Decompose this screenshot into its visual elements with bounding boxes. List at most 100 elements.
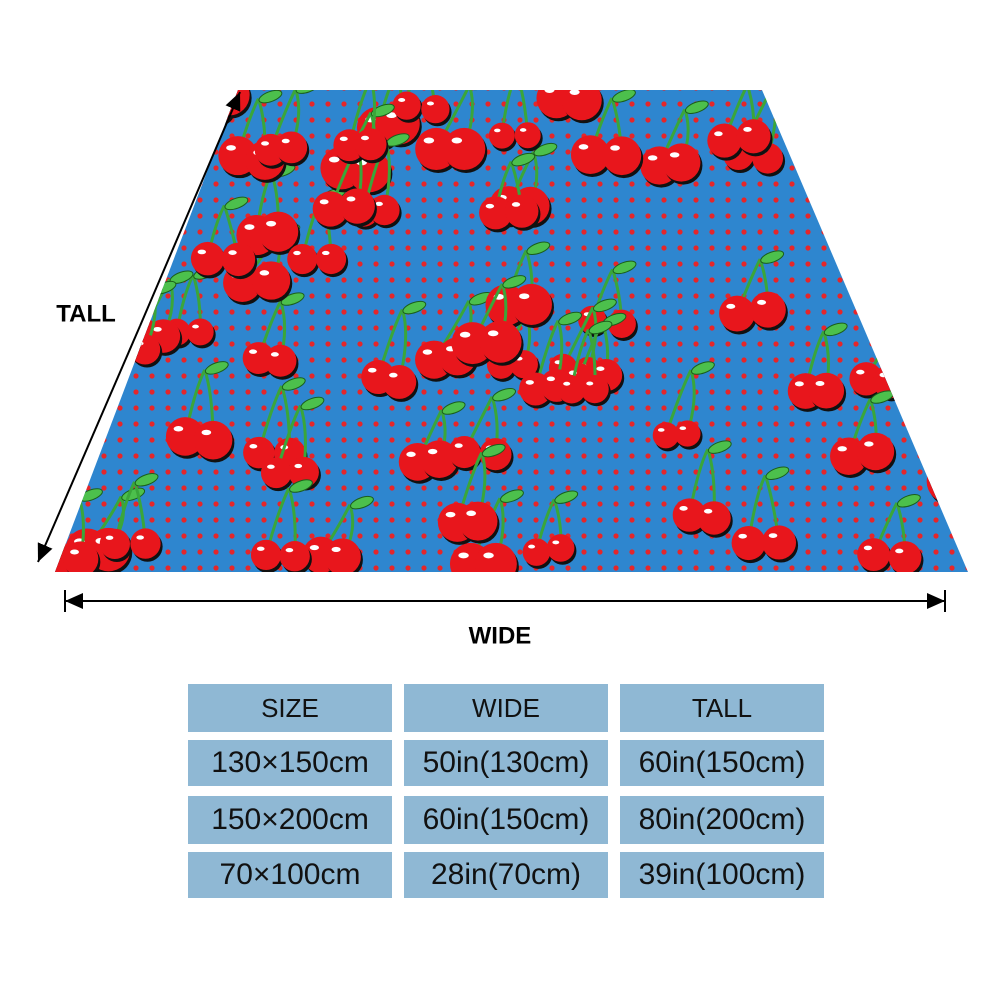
cherry-shine: [138, 279, 146, 284]
cherry: [55, 166, 75, 199]
cherry: [279, 541, 310, 572]
cherry-leaf: [350, 495, 374, 510]
cherry-shine: [331, 546, 341, 552]
cherry-stem: [946, 412, 968, 482]
cherry-leaf: [295, 90, 320, 94]
cherry: [55, 291, 60, 331]
cherry-shine: [293, 250, 301, 256]
cherry-shine: [261, 141, 270, 146]
cherry: [144, 122, 177, 154]
cherry-shine: [916, 90, 925, 91]
cherry-shine: [466, 510, 477, 517]
table-cell: 28in(70cm): [404, 852, 608, 898]
cherry-leaf: [896, 494, 921, 508]
cherry-shine: [130, 324, 140, 329]
cherry: [55, 370, 87, 405]
cherry-leaf: [612, 90, 636, 103]
cherry-shine: [552, 540, 560, 545]
cherry-shine: [458, 552, 469, 559]
cherry-shine: [267, 464, 275, 469]
cherry-leaf: [526, 241, 551, 256]
cherry-shine: [185, 80, 195, 86]
cherry: [719, 295, 756, 332]
cherry-leaf: [593, 298, 617, 313]
cherry: [184, 94, 213, 123]
cherry-shine: [55, 550, 59, 556]
cherry-shine: [192, 324, 199, 329]
cherry-shine: [768, 533, 778, 539]
cherry: [55, 163, 73, 196]
cherry: [926, 459, 968, 503]
cherry-shine: [483, 552, 494, 559]
cherry-leaf: [691, 361, 715, 375]
cherry-shine: [586, 381, 594, 386]
cherry: [73, 159, 105, 191]
cherry-stem: [898, 304, 931, 361]
cherry: [937, 346, 968, 384]
cherry-leaf: [156, 96, 181, 111]
cherry: [63, 541, 99, 572]
cherry-leaf: [707, 440, 732, 454]
cherry: [736, 119, 771, 154]
cherry-leaf: [441, 401, 466, 415]
cherry-shine: [451, 137, 463, 144]
cherry: [324, 538, 361, 572]
cherry-shine: [426, 101, 434, 106]
cherry-leaf: [204, 361, 229, 375]
cherry-shine: [115, 336, 124, 341]
cherry-shine: [368, 367, 377, 373]
cherry-shine: [445, 511, 456, 518]
cherry-shine: [864, 441, 874, 447]
cherry-shine: [525, 380, 534, 385]
cherry-stem: [83, 232, 115, 297]
cherry-shine: [217, 84, 227, 90]
table-cell: 150×200cm: [188, 796, 392, 844]
cherry-leaf: [421, 34, 447, 52]
table-cell: 39in(100cm): [620, 852, 824, 898]
cherry: [928, 462, 968, 506]
cherry-shine: [544, 90, 555, 93]
cherry: [221, 242, 256, 277]
cherry-shine: [657, 428, 665, 432]
cherry-leaf: [586, 36, 612, 54]
cherry-shine: [346, 196, 356, 202]
cherry-leaf: [258, 90, 283, 104]
cherry: [176, 90, 218, 113]
cherry-leaf: [280, 292, 305, 306]
cherry-leaf: [970, 402, 996, 420]
cherry: [962, 348, 968, 387]
cherry-shine: [423, 137, 435, 144]
cherry-leaf: [823, 322, 848, 337]
cherry-shine: [398, 98, 406, 102]
table-cell: 60in(150cm): [620, 740, 824, 786]
cherry-leaf: [65, 243, 89, 257]
cherry-leaf: [469, 90, 494, 91]
cherry: [55, 349, 89, 389]
cherry-leaf: [229, 31, 255, 49]
cherry-leaf: [72, 116, 97, 130]
cherry: [761, 525, 797, 560]
cherry: [146, 149, 173, 176]
cherry: [602, 136, 642, 176]
cherry: [949, 458, 968, 501]
cherry-leaf: [289, 479, 313, 493]
cherry-leaf: [894, 318, 919, 333]
cherry-shine: [967, 354, 968, 360]
cherry: [193, 420, 233, 460]
cherry-shine: [79, 166, 88, 171]
cherry-shine: [124, 124, 132, 130]
cherry-shine: [563, 381, 571, 386]
cherry: [117, 145, 144, 172]
cherry-shine: [703, 508, 713, 514]
cherry-shine: [815, 380, 825, 386]
cherry: [522, 538, 551, 566]
cherry: [960, 345, 968, 384]
table-cell: 130×150cm: [188, 740, 392, 786]
cherry: [115, 142, 142, 169]
cherry-stem: [132, 90, 172, 136]
cherry-leaf: [136, 213, 161, 228]
cherry: [443, 127, 486, 171]
tall-arrow: [139, 91, 241, 327]
cherry-leaf: [402, 300, 427, 315]
cherry-shine: [494, 128, 501, 133]
